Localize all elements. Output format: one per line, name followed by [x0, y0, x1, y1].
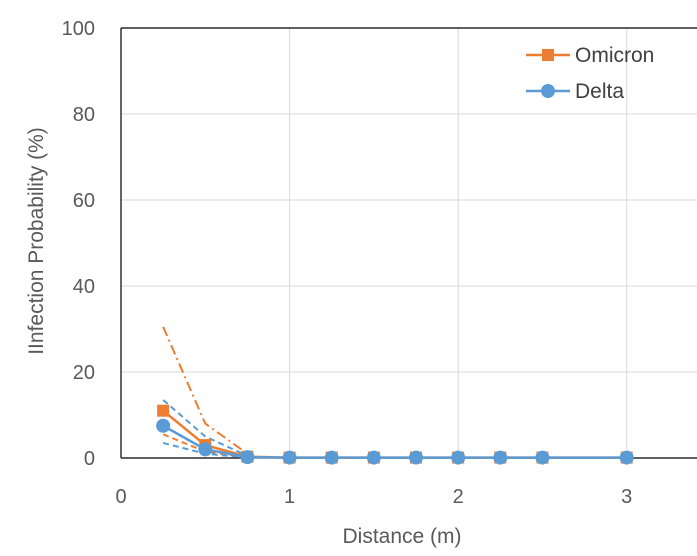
y-tick-label-100: 100 — [62, 18, 95, 40]
y-tick-label-40: 40 — [73, 276, 95, 298]
y-axis-title: IInfection Probability (%) — [25, 127, 48, 355]
point-delta-0 — [156, 418, 171, 433]
series-markers — [156, 404, 634, 465]
point-delta-1 — [198, 442, 213, 457]
legend-item-delta: Delta — [526, 80, 624, 103]
point-omicron-0 — [157, 404, 170, 417]
band-line-0 — [162, 326, 249, 455]
series-lines — [162, 409, 627, 459]
x-axis-title: Distance (m) — [342, 525, 461, 548]
x-tick-label-3: 3 — [621, 486, 632, 508]
point-delta-5 — [366, 450, 381, 465]
legend-label-omicron: Omicron — [575, 44, 654, 67]
uncertainty-bands — [162, 326, 249, 459]
tick-labels: 0 20 40 60 80 100 0 1 2 3 — [62, 18, 633, 508]
y-tick-label-60: 60 — [73, 190, 95, 212]
series-line-omicron — [162, 409, 627, 459]
y-tick-label-80: 80 — [73, 104, 95, 126]
x-tick-label-2: 2 — [453, 486, 464, 508]
point-delta-2 — [240, 450, 255, 465]
point-delta-8 — [493, 450, 508, 465]
point-delta-9 — [535, 450, 550, 465]
band-line-2 — [162, 399, 248, 457]
point-delta-7 — [451, 450, 466, 465]
legend: Omicron Delta — [526, 44, 654, 103]
x-tick-label-1: 1 — [284, 486, 295, 508]
point-delta-6 — [409, 450, 423, 465]
legend-label-delta: Delta — [575, 80, 624, 103]
point-delta-3 — [282, 450, 297, 465]
y-tick-label-20: 20 — [73, 362, 95, 384]
legend-item-omicron: Omicron — [526, 44, 654, 67]
y-tick-label-0: 0 — [84, 448, 95, 470]
x-tick-label-0: 0 — [115, 486, 126, 508]
point-delta-10 — [619, 450, 634, 465]
point-delta-4 — [324, 450, 339, 465]
